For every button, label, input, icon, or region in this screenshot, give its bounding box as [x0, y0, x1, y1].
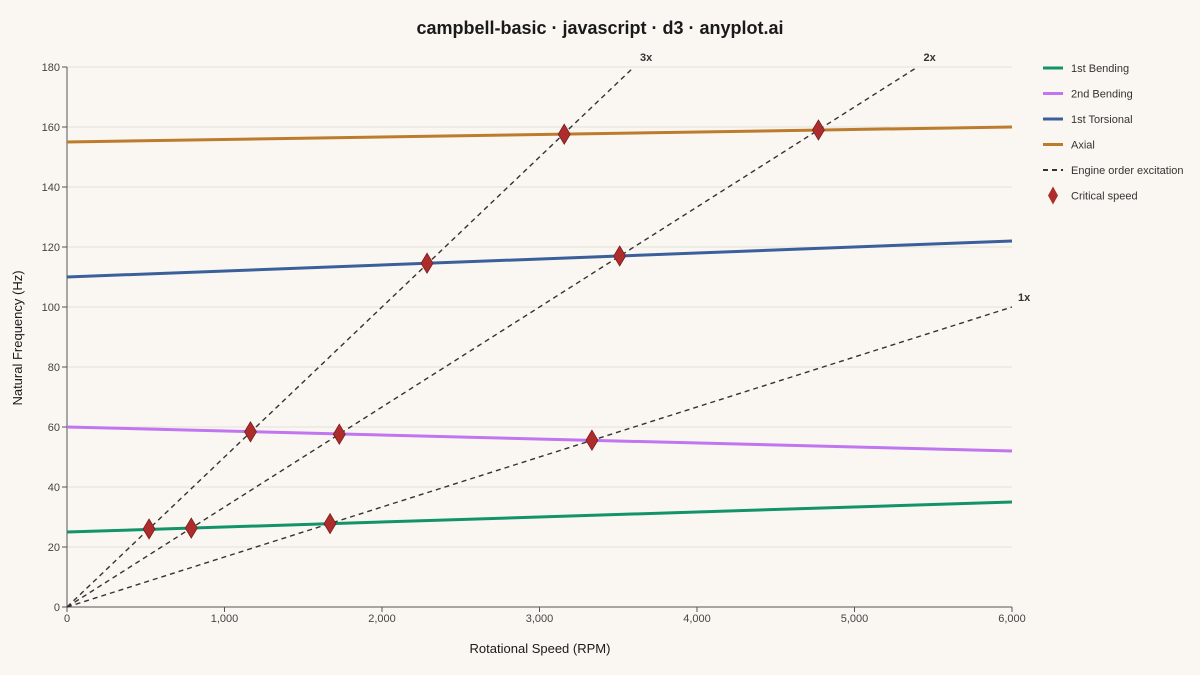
legend-label-critical-speed: Critical speed — [1071, 191, 1138, 203]
x-tick-label: 2,000 — [368, 613, 396, 625]
engine-order-line-3x — [66, 66, 635, 608]
y-axis-label: Natural Frequency (Hz) — [10, 270, 25, 405]
x-tick-label: 0 — [64, 613, 70, 625]
legend-label-axial: Axial — [1071, 140, 1095, 152]
x-tick-label: 6,000 — [998, 613, 1026, 625]
mode-line-2nd-bending — [66, 425, 1013, 453]
critical-speed-marker — [323, 512, 337, 535]
mode-line-1st-torsional — [66, 239, 1013, 279]
engine-order-label-1x: 1x — [1018, 292, 1031, 304]
critical-speed-marker — [613, 245, 627, 267]
critical-speed-marker — [811, 119, 825, 141]
y-tick-label: 60 — [48, 422, 60, 434]
legend: 1st Bending 2nd Bending 1st Torsional Axial… — [1043, 63, 1184, 205]
x-axis-label: Rotational Speed (RPM) — [470, 641, 611, 656]
mode-line-1st-bending — [66, 500, 1013, 534]
legend-swatch-critical-speed — [1048, 186, 1058, 205]
critical-speed-markers — [142, 119, 825, 540]
y-tick-label: 180 — [42, 62, 60, 74]
x-tick-label: 3,000 — [526, 613, 554, 625]
y-tick-label: 120 — [42, 242, 60, 254]
legend-label-1st-torsional: 1st Torsional — [1071, 114, 1133, 126]
engine-order-line-1x — [66, 306, 1013, 608]
critical-speed-marker — [585, 429, 599, 451]
critical-speed-marker — [184, 517, 198, 539]
axes: 0 20 40 60 80 100 120 140 160 180 0 1,000 2,000 3,000… — [42, 62, 1026, 625]
y-tick-label: 100 — [42, 302, 60, 314]
x-tick-label: 5,000 — [841, 613, 869, 625]
y-tick-label: 80 — [48, 362, 60, 374]
x-tick-label: 1,000 — [211, 613, 239, 625]
legend-label-2nd-bending: 2nd Bending — [1071, 89, 1133, 101]
critical-speed-marker — [420, 252, 434, 274]
legend-label-1st-bending: 1st Bending — [1071, 63, 1129, 75]
mode-line-axial — [66, 125, 1013, 144]
critical-speed-marker — [332, 423, 346, 445]
engine-order-label-2x: 2x — [924, 52, 937, 64]
y-tick-label: 0 — [54, 602, 60, 614]
y-tick-label: 160 — [42, 122, 60, 134]
legend-label-engine-order: Engine order excitation — [1071, 165, 1184, 177]
mode-lines — [66, 125, 1013, 534]
x-tick-label: 4,000 — [683, 613, 711, 625]
critical-speed-marker — [244, 421, 257, 443]
y-tick-label: 20 — [48, 542, 60, 554]
critical-speed-marker — [142, 518, 156, 540]
y-tick-label: 140 — [42, 182, 60, 194]
y-tick-label: 40 — [48, 482, 60, 494]
critical-speed-marker — [557, 123, 571, 145]
engine-order-line-2x — [66, 66, 918, 608]
engine-order-label-3x: 3x — [640, 52, 653, 64]
engine-order-lines: 1x 2x 3x — [66, 52, 1031, 608]
chart-title: campbell-basic · javascript · d3 · anypl… — [416, 18, 783, 38]
